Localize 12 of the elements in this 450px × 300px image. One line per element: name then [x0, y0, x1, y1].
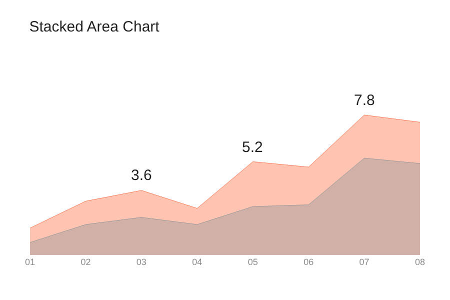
x-tick-label: 04: [192, 257, 202, 267]
x-tick-label: 02: [80, 257, 91, 267]
x-tick-label: 05: [248, 257, 258, 267]
data-label: 3.6: [131, 167, 152, 184]
x-tick-label: 07: [359, 257, 370, 267]
data-label: 5.2: [242, 139, 263, 156]
data-label: 7.8: [354, 92, 375, 109]
x-tick-label: 03: [136, 257, 146, 267]
chart-title: Stacked Area Chart: [29, 18, 160, 36]
x-tick-label: 06: [304, 257, 314, 267]
x-tick-label: 01: [24, 257, 36, 267]
x-tick-label: 08: [414, 257, 426, 267]
